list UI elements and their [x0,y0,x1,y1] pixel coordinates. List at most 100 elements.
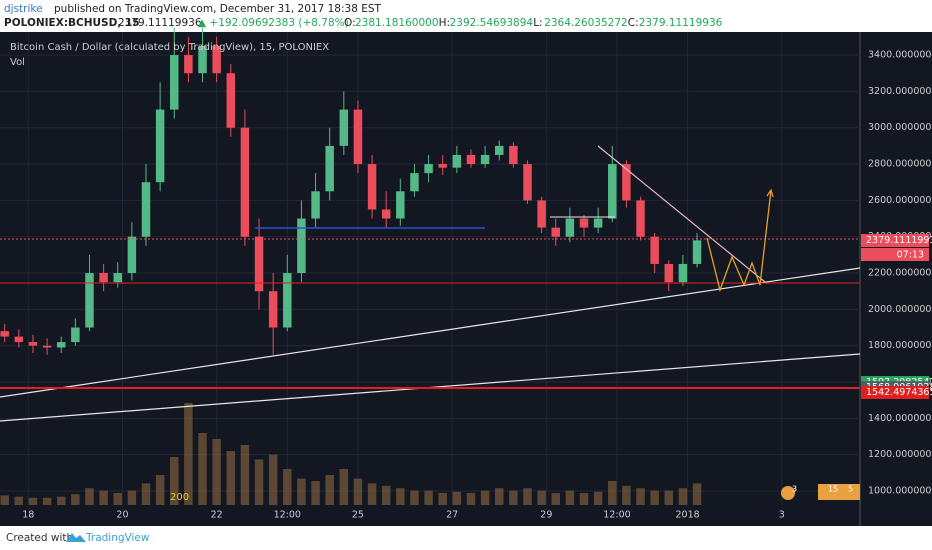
countdown: 07:13 [897,250,924,261]
candle-body [226,73,236,128]
volume-bar [537,490,546,505]
volume-bar [622,485,631,505]
volume-bar [410,490,419,505]
axes: 1000.00000000 1200.00000000 1400.00000000 1… [22,50,932,521]
price-label-box [861,385,929,399]
trendline [597,145,766,283]
published: published on TradingView.com, December 3… [54,3,382,15]
candle-body [99,273,108,283]
ohlc-key: L: [533,17,542,29]
x-tick-label: 12:00 [274,510,301,521]
author[interactable]: djstrike [4,3,43,15]
candle-body [353,109,363,165]
volume-bar [509,490,518,505]
badge-text: 15 [828,485,838,494]
volume-bar [494,488,504,505]
symbol: POLONIEX:BCHUSD, 15 [4,17,140,29]
volume-bar [353,478,363,505]
volume-bar [466,493,476,505]
candle-body [42,345,52,348]
x-tick-label: 20 [116,510,128,521]
volume-bar [71,494,80,505]
candle-body [678,263,688,283]
arrow-head [766,188,774,198]
candle-body [325,145,334,192]
volume-bar [523,488,532,505]
x-tick-label: 2018 [676,510,700,521]
candle-body [381,209,391,219]
candles [0,27,702,355]
candle-body [170,55,179,110]
volume-bar [155,475,165,505]
volume-label: Vol [10,57,25,68]
created-with: Created with [6,532,73,544]
badge-text: 3 [792,485,797,494]
candle-body [339,109,349,146]
volume-bar [240,445,250,505]
last-price: 2379.11119936 [118,17,202,29]
volume-bar [226,451,236,505]
candle-body [509,145,518,165]
brand[interactable]: TradingView [85,532,150,544]
volume-bar [85,488,94,505]
volume-bar [608,481,617,505]
ma-label: 200 [170,492,189,503]
candle-body [396,191,405,219]
badge[interactable] [818,484,860,500]
candle-body [56,342,66,348]
drawings [0,145,861,422]
x-tick-label: 12:00 [603,510,630,521]
ohlc-key: O: [344,17,356,29]
volume-bar [678,488,688,505]
y-tick-label: 2000.00000000 [868,304,932,315]
x-tick-label: 27 [446,510,458,521]
badge[interactable] [781,486,795,500]
candle-body [692,240,702,264]
volume-bar [452,491,462,505]
volume-bar [127,490,137,505]
candle-body [141,182,151,237]
price-label-box [861,234,929,248]
candle-body [14,336,24,343]
candle-body [537,200,546,228]
candle-body [579,218,589,228]
chart-title: Bitcoin Cash / Dollar (calculated by Tra… [10,42,329,53]
price-label: 2379.11119936 [866,235,932,246]
candle-body [664,263,674,283]
volume-bar [212,439,221,505]
ohlc-value: 2364.26035272 [544,17,628,29]
candle-body [650,236,659,264]
candle-body [113,273,122,283]
volume-bar [99,490,108,505]
volume-bar [56,496,66,505]
candle-body [283,273,292,328]
volume-bar [339,469,349,505]
candle-body [127,236,137,274]
ohlc-value: 2392.54693894 [450,17,534,29]
volume-bar [480,490,490,505]
candle-body [240,127,250,237]
ohlc: O: 2381.18160000 H: 2392.54693894 L: 2364.260… [344,17,723,29]
candle-body [551,227,560,237]
y-tick-label: 2800.00000000 [868,159,932,170]
volume-bar [565,490,575,505]
volume-bar [424,490,433,505]
x-tick-label: 25 [352,510,364,521]
volume-bar [664,490,674,505]
y-tick-label: 1000.00000000 [868,486,932,497]
x-tick-label: 3 [779,510,785,521]
y-tick-label: 1800.00000000 [868,340,932,351]
change: ▲ +192.09692383 (+8.78%) [198,17,349,29]
trendline [0,267,861,398]
candle-body [367,164,377,210]
volume-bar [254,459,264,505]
y-tick-label: 3000.00000000 [868,122,932,133]
y-tick-label: 1200.00000000 [868,449,932,460]
volume-bar [438,493,447,505]
candle-body [608,164,617,219]
candle-body [155,109,165,183]
candle-body [424,164,433,174]
x-tick-label: 29 [540,510,552,521]
candle-body [523,164,532,201]
